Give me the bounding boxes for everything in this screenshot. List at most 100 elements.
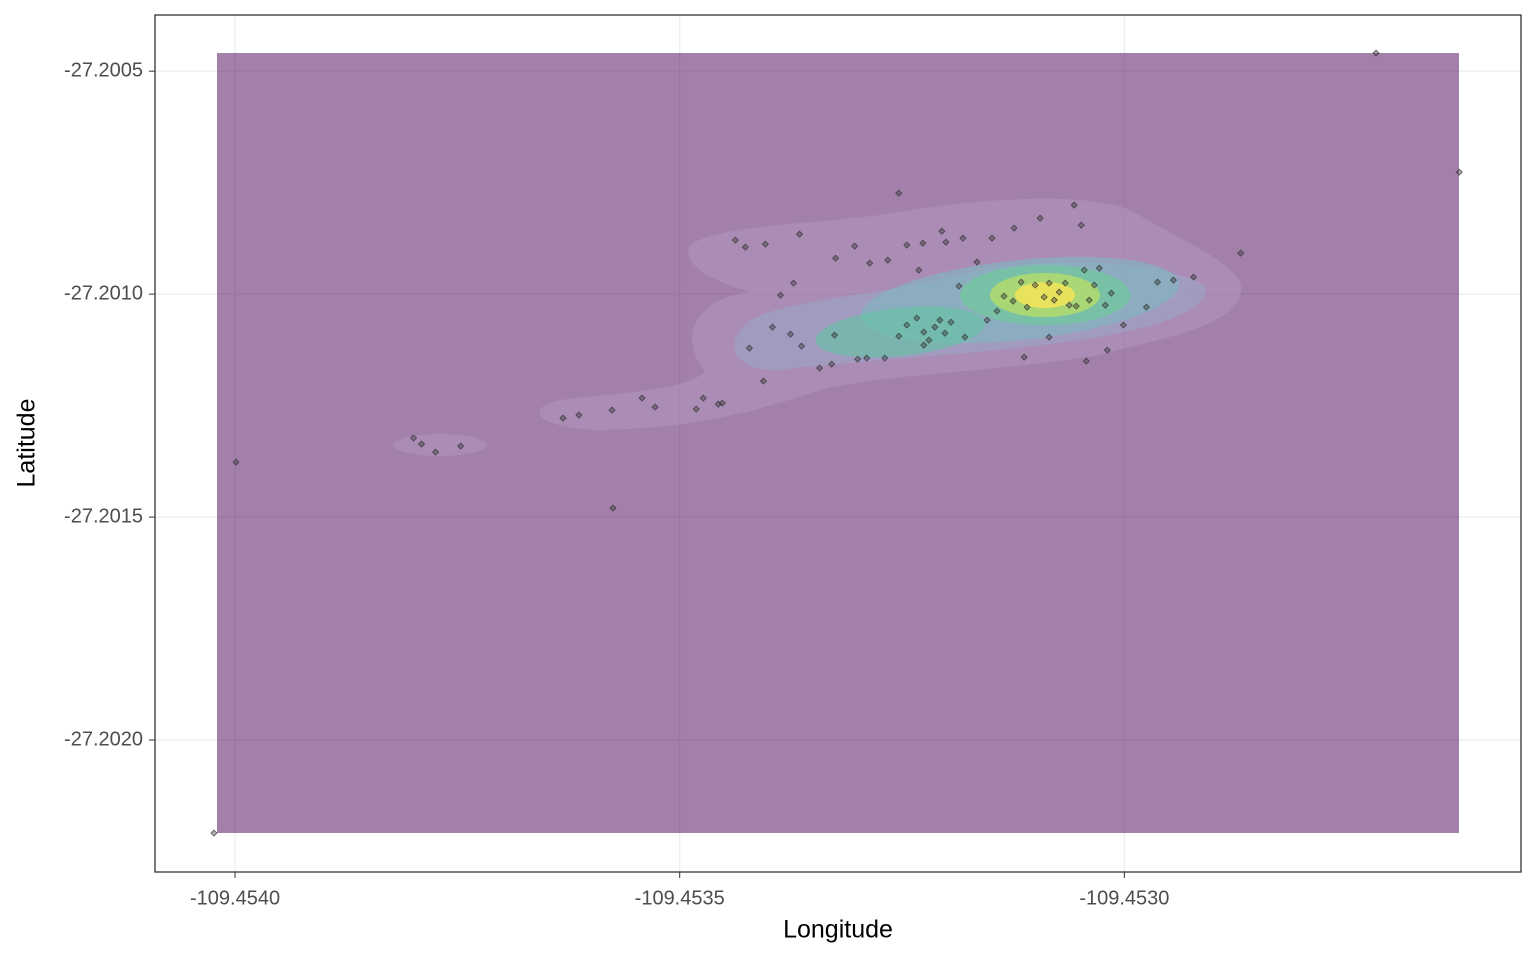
point — [895, 189, 903, 197]
point — [1020, 353, 1028, 361]
point — [1045, 279, 1053, 287]
point — [942, 238, 950, 246]
point — [831, 331, 839, 339]
point — [920, 341, 928, 349]
point — [938, 227, 946, 235]
point — [741, 243, 749, 251]
point — [651, 403, 659, 411]
point — [608, 406, 616, 414]
points — [210, 49, 1463, 837]
point — [1119, 321, 1127, 329]
y-tick-label: -27.2015 — [64, 505, 143, 527]
point — [983, 316, 991, 324]
panel-border — [154, 14, 1522, 873]
point — [768, 323, 777, 331]
point — [1455, 168, 1463, 176]
point — [955, 282, 963, 290]
point — [915, 266, 923, 274]
point — [1036, 214, 1044, 222]
point — [759, 377, 767, 385]
point — [1050, 296, 1058, 304]
point — [1095, 264, 1103, 272]
point — [866, 259, 874, 267]
point — [1055, 288, 1063, 296]
point — [925, 336, 933, 344]
point — [973, 258, 981, 266]
point — [1101, 301, 1109, 309]
point — [789, 279, 798, 287]
density-contour — [393, 434, 487, 456]
point — [409, 434, 418, 442]
point — [1031, 281, 1039, 289]
point — [931, 323, 939, 331]
point — [575, 411, 583, 419]
point — [1000, 292, 1008, 300]
point — [609, 504, 617, 512]
point — [919, 239, 927, 247]
point — [1061, 279, 1069, 287]
point — [1103, 346, 1111, 354]
point — [1189, 273, 1198, 281]
point — [638, 394, 646, 402]
point — [417, 440, 426, 448]
point — [816, 364, 824, 372]
point — [1070, 201, 1078, 209]
point — [936, 316, 944, 324]
point — [1090, 281, 1098, 289]
point — [1065, 301, 1073, 309]
point — [797, 342, 806, 350]
point — [1023, 303, 1031, 311]
point — [786, 330, 795, 338]
point — [1077, 221, 1085, 229]
point — [1169, 276, 1178, 284]
point — [210, 829, 218, 837]
point — [692, 405, 700, 413]
point — [1009, 297, 1017, 305]
x-tick-label: -109.4530 — [1079, 887, 1169, 909]
point — [1372, 49, 1380, 57]
y-tick-label: -27.2010 — [64, 282, 143, 304]
x-axis-title: Longitude — [783, 916, 893, 944]
point — [913, 314, 921, 322]
point — [959, 234, 967, 242]
point — [854, 355, 862, 363]
point — [795, 230, 804, 238]
point — [1142, 303, 1150, 311]
point — [1017, 278, 1025, 286]
point — [947, 318, 955, 326]
point — [559, 414, 567, 422]
point — [699, 394, 707, 402]
point — [941, 329, 949, 337]
point — [457, 442, 465, 450]
point — [232, 458, 240, 466]
point — [903, 241, 911, 249]
point — [884, 256, 892, 264]
point — [1040, 293, 1048, 301]
point — [432, 448, 440, 456]
point — [1080, 266, 1088, 274]
point — [1045, 333, 1053, 341]
density — [217, 53, 1459, 833]
point — [988, 234, 996, 242]
point — [1085, 296, 1093, 304]
point — [1237, 249, 1245, 257]
point — [961, 333, 969, 341]
point — [1082, 357, 1090, 365]
x-tick-label: -109.4540 — [190, 887, 280, 909]
point — [776, 291, 785, 299]
point — [1072, 302, 1080, 310]
point — [1107, 289, 1115, 297]
y-axis-title: Latitude — [13, 399, 41, 488]
point — [920, 328, 928, 336]
point — [745, 344, 753, 352]
x-tick-label: -109.4535 — [635, 887, 725, 909]
y-tick-label: -27.2005 — [64, 59, 143, 81]
point — [718, 399, 726, 407]
point — [832, 254, 840, 262]
point — [731, 236, 739, 244]
point — [903, 321, 911, 329]
point — [1153, 278, 1162, 286]
point — [863, 354, 871, 362]
point — [895, 332, 903, 340]
